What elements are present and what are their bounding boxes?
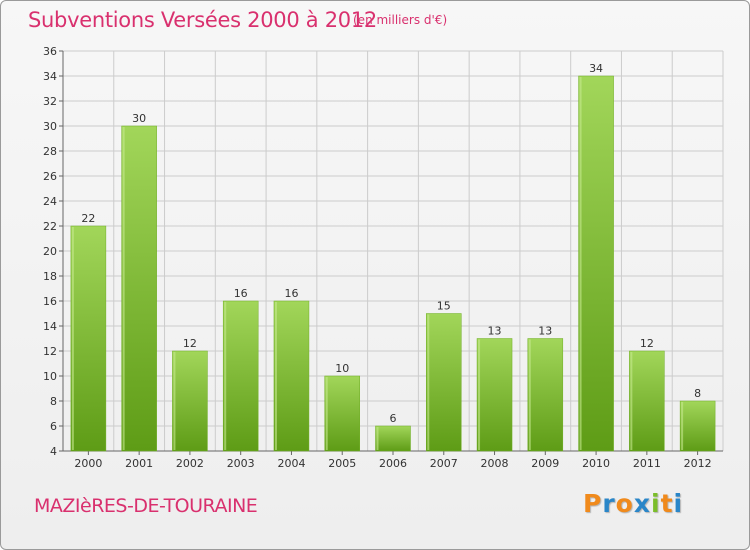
logo-letter: i bbox=[673, 489, 684, 518]
x-tick-label: 2004 bbox=[277, 457, 305, 470]
data-label: 22 bbox=[81, 212, 95, 225]
x-tick-label: 2008 bbox=[481, 457, 509, 470]
bar-2000 bbox=[70, 225, 107, 452]
data-label: 13 bbox=[538, 325, 552, 338]
bar-highlight bbox=[528, 339, 531, 450]
bar-highlight bbox=[122, 127, 125, 450]
y-tick-label: 4 bbox=[50, 445, 57, 458]
bar-2008 bbox=[476, 338, 513, 452]
bar-2001 bbox=[121, 125, 157, 452]
bar-2012 bbox=[679, 400, 716, 452]
bar-2005 bbox=[324, 375, 360, 452]
data-label: 10 bbox=[335, 362, 349, 375]
y-tick-label: 36 bbox=[43, 45, 57, 58]
y-tick-label: 20 bbox=[43, 245, 57, 258]
y-tick-label: 10 bbox=[43, 370, 57, 383]
data-label: 12 bbox=[183, 337, 197, 350]
bar-2010 bbox=[578, 75, 614, 452]
data-label: 12 bbox=[640, 337, 654, 350]
y-tick-label: 32 bbox=[43, 95, 57, 108]
bar-highlight bbox=[224, 302, 227, 450]
x-tick-label: 2009 bbox=[531, 457, 559, 470]
data-label: 30 bbox=[132, 112, 146, 125]
data-label: 15 bbox=[437, 300, 451, 313]
y-tick-label: 16 bbox=[43, 295, 57, 308]
y-tick-label: 12 bbox=[43, 345, 57, 358]
bar-highlight bbox=[173, 352, 176, 450]
bar-2004 bbox=[273, 300, 310, 452]
bars bbox=[70, 75, 716, 452]
bar-highlight bbox=[71, 227, 74, 450]
data-label: 6 bbox=[390, 412, 397, 425]
y-tick-label: 22 bbox=[43, 220, 57, 233]
bar-2011 bbox=[629, 350, 665, 452]
bar-highlight bbox=[376, 427, 379, 450]
x-tick-label: 2012 bbox=[684, 457, 712, 470]
grid-lines bbox=[62, 50, 724, 452]
bar-highlight bbox=[630, 352, 633, 450]
bar-highlight bbox=[274, 302, 277, 450]
data-label: 8 bbox=[694, 387, 701, 400]
logo-letter: x bbox=[633, 489, 651, 518]
bar-2006 bbox=[375, 425, 411, 452]
bar-highlight bbox=[478, 339, 481, 450]
bar-highlight bbox=[579, 77, 582, 450]
chart-unit-note: (en milliers d'€) bbox=[353, 13, 448, 27]
logo-letter: i bbox=[651, 489, 661, 518]
bar-highlight bbox=[681, 402, 684, 450]
x-tick-label: 2002 bbox=[176, 457, 204, 470]
bar-2009 bbox=[527, 338, 564, 452]
bar-highlight bbox=[325, 377, 328, 450]
y-tick-label: 14 bbox=[43, 320, 57, 333]
logo-letter: P bbox=[583, 489, 603, 518]
axes: 4 6 8 10 12 14 16 18 20 22 24 26 28 30 32 34 36 2000 2001 2… bbox=[43, 45, 723, 470]
x-tick-label: 2001 bbox=[125, 457, 153, 470]
bar-2002 bbox=[172, 350, 208, 452]
y-tick-label: 34 bbox=[43, 70, 57, 83]
data-label: 16 bbox=[234, 287, 248, 300]
logo-letter: t bbox=[660, 489, 674, 518]
data-label: 16 bbox=[284, 287, 298, 300]
x-tick-label: 2005 bbox=[328, 457, 356, 470]
y-tick-label: 8 bbox=[50, 395, 57, 408]
chart-title: Subventions Versées 2000 à 2012 bbox=[28, 8, 377, 32]
bar-2003 bbox=[222, 300, 259, 452]
y-tick-label: 30 bbox=[43, 120, 57, 133]
y-tick-label: 26 bbox=[43, 170, 57, 183]
y-tick-label: 24 bbox=[43, 195, 57, 208]
y-tick-label: 6 bbox=[50, 420, 57, 433]
y-tick-label: 18 bbox=[43, 270, 57, 283]
proxiti-logo: Proxiti bbox=[583, 489, 683, 518]
logo-letter: o bbox=[615, 489, 634, 518]
y-tick-label: 28 bbox=[43, 145, 57, 158]
x-tick-label: 2007 bbox=[430, 457, 458, 470]
x-tick-label: 2000 bbox=[74, 457, 102, 470]
data-labels: 22 30 12 16 16 10 6 15 13 13 34 12 8 bbox=[81, 62, 701, 425]
x-tick-label: 2003 bbox=[227, 457, 255, 470]
x-tick-label: 2010 bbox=[582, 457, 610, 470]
x-tick-label: 2011 bbox=[633, 457, 661, 470]
logo-letter: r bbox=[602, 489, 616, 518]
bar-highlight bbox=[427, 314, 430, 450]
x-tick-label: 2006 bbox=[379, 457, 407, 470]
commune-name: MAZIèRES-DE-TOURAINE bbox=[34, 495, 258, 517]
bar-2007 bbox=[426, 313, 462, 452]
data-label: 34 bbox=[589, 62, 603, 75]
data-label: 13 bbox=[488, 325, 502, 338]
